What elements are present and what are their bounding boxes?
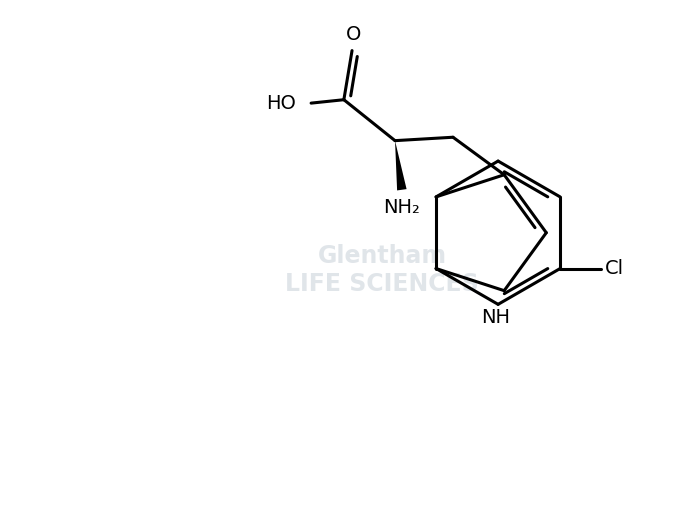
Polygon shape — [395, 140, 406, 190]
Text: Cl: Cl — [604, 259, 624, 278]
Text: NH: NH — [482, 308, 510, 327]
Text: HO: HO — [267, 94, 296, 113]
Text: Glentham
LIFE SCIENCES: Glentham LIFE SCIENCES — [285, 244, 479, 296]
Text: NH₂: NH₂ — [383, 198, 420, 217]
Text: O: O — [346, 25, 361, 44]
